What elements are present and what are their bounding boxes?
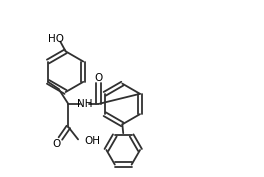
Text: O: O — [94, 73, 103, 83]
Text: NH: NH — [77, 99, 92, 109]
Text: OH: OH — [84, 136, 100, 146]
Text: HO: HO — [48, 34, 64, 44]
Text: O: O — [53, 139, 61, 149]
